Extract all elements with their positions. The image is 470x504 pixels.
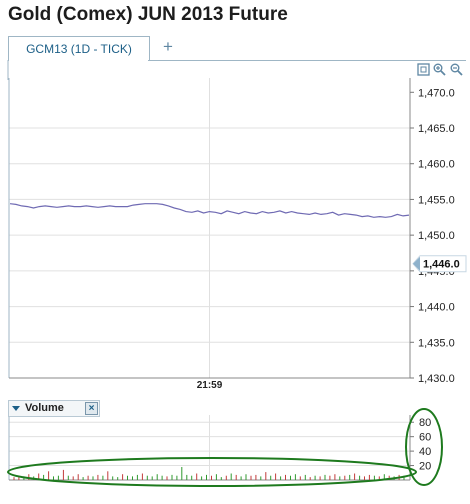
price-y-tick-label: 1,435.0 [418,337,455,349]
current-price-arrow [413,256,420,271]
volume-bars-highlight [7,457,417,487]
volume-y-axis: 80 60 40 20 [410,417,431,473]
current-price-marker: 1,446.0 [412,255,467,273]
price-y-tick-label: 1,470.0 [418,87,455,99]
volume-y-tick-label: 40 [419,446,431,458]
tab-gcm13[interactable]: GCM13 (1D - TICK) [8,36,150,61]
price-x-axis: 21:59 [197,380,223,391]
price-y-tick-label: 1,440.0 [418,302,455,314]
zoom-out-icon[interactable] [450,63,463,76]
price-y-tick-label: 1,455.0 [418,194,455,206]
price-y-tick-label: 1,460.0 [418,159,455,171]
highlight-annotations [7,408,443,487]
current-price-box [412,255,467,273]
volume-grid [9,415,410,480]
price-y-tick-label: 1,430.0 [418,373,455,385]
price-y-tick-label: 1,465.0 [418,123,455,135]
zoom-in-icon[interactable] [433,63,446,76]
price-x-tick-label: 21:59 [197,380,223,391]
close-icon[interactable]: × [85,402,98,415]
volume-y-tick-label: 80 [419,417,431,429]
collapse-arrow-icon[interactable] [12,406,20,411]
price-grid [9,78,410,378]
price-y-tick-label: 1,450.0 [418,230,455,242]
add-tab-button[interactable]: + [163,37,173,56]
volume-axis-highlight [405,408,443,486]
fit-icon[interactable] [417,63,430,76]
volume-panel-label: Volume [25,402,64,414]
current-price-label: 1,446.0 [423,259,460,271]
tab-divider [148,60,466,61]
price-line [9,203,410,218]
volume-panel-header[interactable]: Volume × [8,400,100,417]
price-y-axis: 1,470.01,465.01,460.01,455.01,450.01,445… [410,87,455,385]
volume-y-tick-label: 60 [419,432,431,444]
price-series [9,203,410,218]
volume-y-tick-label: 20 [419,461,431,473]
page-title: Gold (Comex) JUN 2013 Future [8,4,288,25]
